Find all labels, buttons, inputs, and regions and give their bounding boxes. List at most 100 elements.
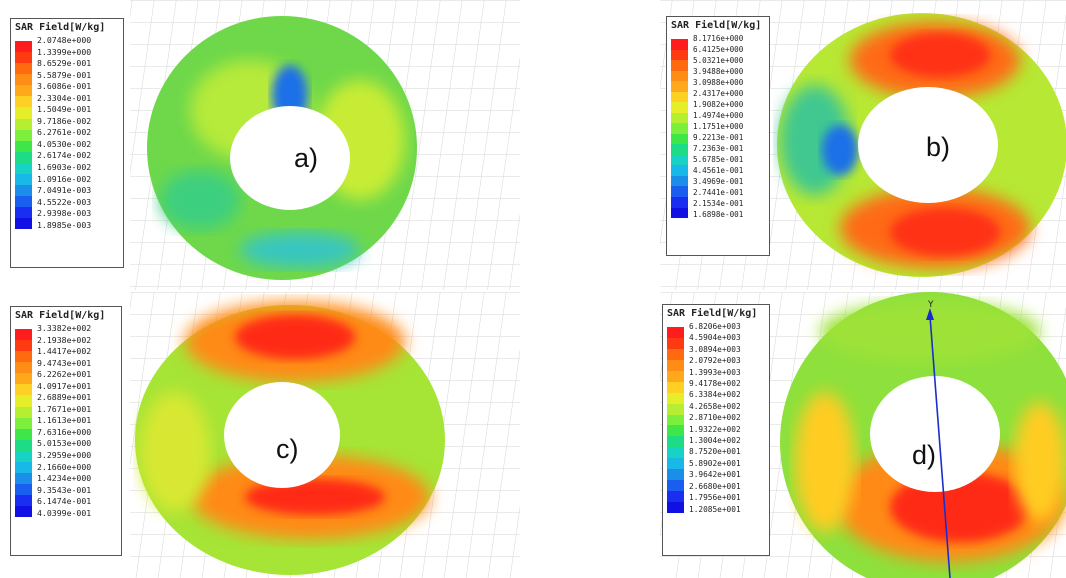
legend-value: 5.0153e+000 xyxy=(37,438,92,449)
color-swatch xyxy=(671,81,688,92)
legend-value: 3.6086e-001 xyxy=(37,81,92,92)
legend-value: 4.0399e-001 xyxy=(37,507,92,518)
legend-value: 2.0748e+000 xyxy=(37,35,92,45)
color-swatch xyxy=(15,162,32,174)
torus-b-render xyxy=(660,0,1066,290)
legend-title: SAR Field[W/kg] xyxy=(15,310,106,321)
color-swatch xyxy=(667,436,684,448)
sar-panel-c: SAR Field[W/kg] 3.3382e+002 2.1938e+002 1.… xyxy=(0,292,520,578)
color-legend-d: SAR Field[W/kg] 6.8206e+003 4.5904e+003 3.… xyxy=(662,304,770,556)
legend-value: 3.0988e+000 xyxy=(693,78,744,87)
color-swatch xyxy=(15,41,32,53)
color-swatch xyxy=(15,118,32,130)
color-swatch xyxy=(15,428,32,440)
y-axis-label: Y xyxy=(928,300,934,310)
legend-value: 6.4125e+000 xyxy=(693,45,744,54)
legend-value: 6.2262e+001 xyxy=(37,369,92,380)
color-swatch xyxy=(667,458,684,470)
color-swatch xyxy=(667,469,684,481)
color-swatch xyxy=(15,218,32,230)
color-swatch xyxy=(671,112,688,124)
legend-values: 3.3382e+002 2.1938e+002 1.4417e+002 9.4743e… xyxy=(37,323,91,519)
color-swatch xyxy=(15,329,32,341)
color-swatch xyxy=(15,450,32,462)
color-legend-c: SAR Field[W/kg] 3.3382e+002 2.1938e+002 1.… xyxy=(10,306,122,556)
legend-values: 6.8206e+003 4.5904e+003 3.0894e+003 2.0792e… xyxy=(689,321,741,515)
panel-label-c: c) xyxy=(276,434,299,464)
legend-value: 3.9488e+000 xyxy=(693,67,744,76)
legend-value: 3.3382e+002 xyxy=(37,323,92,333)
legend-value: 5.5879e-001 xyxy=(37,69,92,80)
legend-value: 2.4317e+000 xyxy=(693,89,744,98)
color-swatch xyxy=(671,175,688,187)
color-legend-a: SAR Field[W/kg] 2.0748e+000 1.3399e+000 8.… xyxy=(10,18,124,268)
color-swatch xyxy=(15,506,32,518)
legend-value: 1.3004e+002 xyxy=(689,436,741,446)
legend-value: 6.2761e-002 xyxy=(37,127,92,138)
legend-value: 1.3993e+003 xyxy=(689,367,741,377)
legend-value: 2.3304e-001 xyxy=(37,92,92,103)
legend-value: 2.6680e+001 xyxy=(689,481,741,491)
legend-value: 2.1534e-001 xyxy=(693,199,744,208)
panel-label-a: a) xyxy=(294,143,319,173)
torus-c-render xyxy=(130,292,520,578)
legend-value: 9.4743e+001 xyxy=(37,357,92,368)
legend-values: 8.1716e+000 6.4125e+000 5.0321e+000 3.9488e… xyxy=(693,33,743,220)
color-swatch xyxy=(15,417,32,429)
legend-value: 9.3543e-001 xyxy=(37,484,92,495)
legend-value: 3.0894e+003 xyxy=(689,344,741,354)
color-swatch xyxy=(671,133,688,145)
color-swatch xyxy=(15,207,32,219)
legend-value: 1.5049e-001 xyxy=(37,104,92,115)
color-swatch xyxy=(671,196,688,208)
legend-value: 1.9082e+000 xyxy=(693,100,744,109)
color-swatch xyxy=(667,381,684,393)
color-swatch xyxy=(667,359,684,371)
legend-value: 1.6898e-001 xyxy=(693,210,744,219)
legend-value: 9.4178e+002 xyxy=(689,379,741,389)
color-swatch xyxy=(15,406,32,418)
color-swatch xyxy=(671,123,688,134)
legend-value: 1.4417e+002 xyxy=(37,346,92,357)
legend-value: 1.1613e+001 xyxy=(37,415,92,426)
color-swatch xyxy=(15,384,32,396)
legend-value: 4.5904e+003 xyxy=(689,333,741,343)
legend-value: 6.3384e+002 xyxy=(689,390,741,400)
color-swatch xyxy=(671,70,688,82)
legend-value: 1.0916e-002 xyxy=(37,173,92,184)
color-swatch xyxy=(671,49,688,61)
legend-value: 1.6903e-002 xyxy=(37,162,92,173)
legend-value: 4.0917e+001 xyxy=(37,380,92,391)
color-swatch xyxy=(15,196,32,208)
legend-value: 9.2213e-001 xyxy=(693,133,744,142)
legend-title: SAR Field[W/kg] xyxy=(15,22,106,33)
legend-value: 1.7671e+001 xyxy=(37,403,92,414)
legend-value: 9.7186e-002 xyxy=(37,115,92,126)
color-swatch xyxy=(667,337,684,349)
color-swatch xyxy=(667,348,684,360)
color-swatch xyxy=(15,495,32,507)
legend-value: 5.6785e-001 xyxy=(693,155,744,164)
legend-value: 1.2085e+001 xyxy=(689,504,741,514)
legend-value: 5.8902e+001 xyxy=(689,458,741,468)
color-swatch xyxy=(15,129,32,141)
color-swatch xyxy=(15,63,32,75)
color-swatch xyxy=(667,425,684,437)
color-swatch xyxy=(667,502,684,513)
color-swatch xyxy=(667,370,684,382)
legend-value: 2.6174e-002 xyxy=(37,150,92,161)
legend-title: SAR Field[W/kg] xyxy=(667,308,758,319)
sar-panel-d: SAR Field[W/kg] 6.8206e+003 4.5904e+003 3.… xyxy=(540,292,1066,578)
color-swatch xyxy=(671,102,688,113)
panel-label-b: b) xyxy=(926,132,951,162)
color-swatch xyxy=(671,186,688,197)
color-swatch xyxy=(15,52,32,64)
color-swatch xyxy=(15,140,32,152)
legend-value: 2.1660e+000 xyxy=(37,461,92,472)
color-swatch xyxy=(667,491,684,502)
panel-label-d: d) xyxy=(912,440,937,470)
legend-value: 1.1751e+000 xyxy=(693,122,744,131)
legend-value: 2.0792e+003 xyxy=(689,356,741,366)
color-swatch xyxy=(671,154,688,166)
color-swatch xyxy=(15,151,32,163)
